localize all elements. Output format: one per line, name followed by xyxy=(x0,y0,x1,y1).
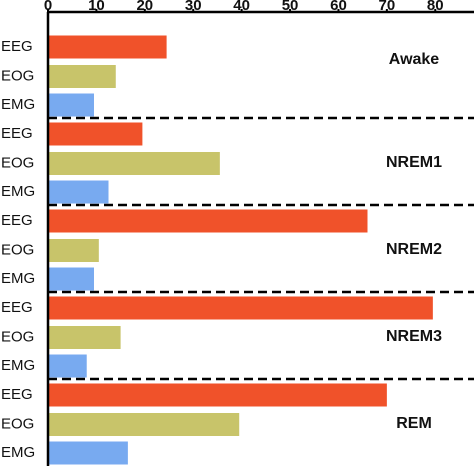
x-tick-label: 50 xyxy=(282,0,299,14)
bar xyxy=(48,326,121,349)
bar xyxy=(48,267,94,291)
bar xyxy=(48,441,128,465)
stage-label: NREM2 xyxy=(386,241,442,258)
series-label: EMG xyxy=(1,444,35,461)
series-label: EMG xyxy=(1,183,35,200)
series-label: EEG xyxy=(1,386,33,403)
series-label: EOG xyxy=(1,154,34,171)
series-label: EEG xyxy=(1,299,33,316)
series-label: EOG xyxy=(1,67,34,84)
x-tick-label: 20 xyxy=(136,0,153,14)
stage-label: Awake xyxy=(389,51,440,68)
stage-label: NREM1 xyxy=(386,154,442,171)
bar xyxy=(48,354,87,378)
series-label: EMG xyxy=(1,270,35,287)
stage-label: REM xyxy=(396,415,432,432)
bar xyxy=(48,35,167,59)
x-tick-label: 0 xyxy=(44,0,52,14)
bar xyxy=(48,180,109,204)
series-label: EMG xyxy=(1,96,35,113)
x-tick-label: 60 xyxy=(330,0,347,14)
series-label: EOG xyxy=(1,328,34,345)
x-tick-label: 40 xyxy=(233,0,250,14)
bar xyxy=(48,296,433,320)
bar xyxy=(48,152,220,175)
series-label: EOG xyxy=(1,415,34,432)
bar xyxy=(48,383,387,407)
bar xyxy=(48,65,116,88)
x-tick-label: 10 xyxy=(88,0,105,14)
series-label: EOG xyxy=(1,241,34,258)
series-label: EEG xyxy=(1,212,33,229)
x-tick-label: 30 xyxy=(185,0,202,14)
bar xyxy=(48,93,94,117)
bar xyxy=(48,413,240,436)
stage-label: NREM3 xyxy=(386,328,442,345)
x-tick-label: 80 xyxy=(427,0,444,14)
series-label: EEG xyxy=(1,125,33,142)
bar xyxy=(48,209,368,233)
x-tick-label: 70 xyxy=(379,0,396,14)
bar xyxy=(48,122,143,146)
series-label: EEG xyxy=(1,38,33,55)
bar xyxy=(48,239,99,262)
series-label: EMG xyxy=(1,357,35,374)
